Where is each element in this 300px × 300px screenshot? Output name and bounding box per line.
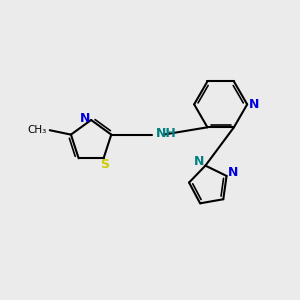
Text: N: N [194, 155, 205, 168]
Text: N: N [248, 98, 259, 111]
Text: S: S [100, 158, 109, 171]
Text: N: N [228, 166, 238, 179]
Text: CH₃: CH₃ [27, 125, 46, 135]
Text: NH: NH [155, 127, 176, 140]
Text: N: N [80, 112, 90, 125]
